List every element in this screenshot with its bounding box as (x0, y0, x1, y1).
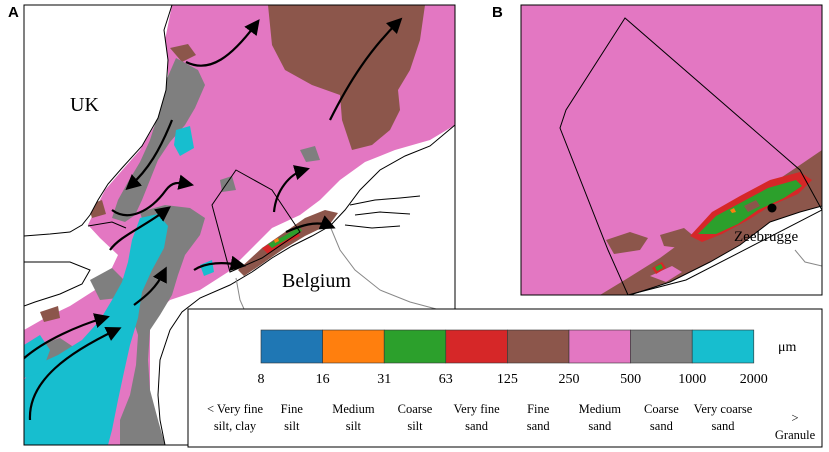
uk-label: UK (70, 94, 99, 116)
zeebrugge-marker (767, 203, 777, 213)
panel-a-map (24, 5, 455, 445)
legend-class-label: Medium sand (578, 402, 621, 433)
legend-tick-label: 63 (438, 372, 453, 387)
legend-swatch (383, 329, 447, 364)
legend-class-label: Very fine sand (453, 402, 500, 433)
legend-swatch (691, 329, 755, 364)
legend-class-label: Very coarse sand (693, 402, 753, 433)
zeebrugge-label: Zeebrugge (734, 229, 799, 245)
panel-b-land (630, 206, 822, 295)
legend-tick-label: 16 (315, 372, 330, 387)
legend-class-label: < Very fine silt, clay (206, 402, 264, 433)
panel-b-letter: B (492, 4, 503, 21)
legend-tick-label: 8 (257, 372, 265, 387)
legend-tick-label: 31 (377, 372, 392, 387)
belgium-label: Belgium (282, 270, 351, 292)
legend-class-label: Medium silt (332, 402, 375, 433)
legend-unit: μm (778, 340, 797, 355)
fine-sand-ne (268, 5, 425, 150)
study-zone-outline (211, 169, 301, 273)
legend-class-label: > Granule (774, 411, 816, 442)
transport-arrows (24, 17, 403, 421)
legend-class-label: Coarse silt (397, 402, 433, 433)
legend-swatch (507, 329, 570, 364)
legend-class-label: Coarse sand (644, 402, 679, 433)
legend-tick-label: 250 (558, 372, 580, 387)
very-coarse-sand-region (24, 214, 168, 445)
legend-tick-label: 2000 (739, 372, 768, 387)
legend-tick-label: 125 (496, 372, 518, 387)
legend-swatch (322, 329, 385, 364)
panel-a-letter: A (8, 4, 19, 21)
panel-b-zone-outline (559, 17, 822, 295)
legend-tick-label: 1000 (678, 372, 707, 387)
legend-class-label: Fine sand (526, 402, 550, 433)
legend-colorbar (260, 329, 755, 364)
uk-land (24, 5, 172, 236)
legend-swatch (260, 329, 323, 364)
legend-swatch (630, 329, 693, 364)
legend-swatch (568, 329, 631, 364)
legend-tick-label: 500 (620, 372, 642, 387)
panel-b-frame (520, 4, 823, 296)
legend-class-label: Fine silt (280, 402, 303, 433)
legend-swatch (445, 329, 508, 364)
panel-b-map (521, 5, 822, 295)
